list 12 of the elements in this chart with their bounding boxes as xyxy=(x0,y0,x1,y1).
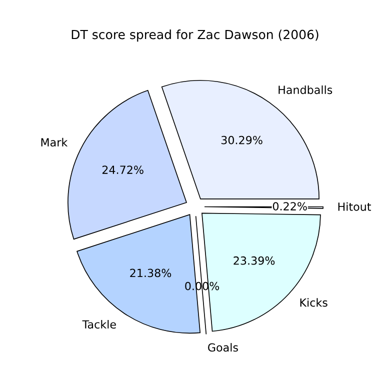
data-label: 21.38% xyxy=(130,268,172,278)
slice-label: Kicks xyxy=(300,298,328,307)
slice-label: Hitout xyxy=(338,202,371,211)
slice-label: Tackle xyxy=(82,320,116,329)
data-label: 0.22% xyxy=(272,202,307,210)
data-label: 30.29% xyxy=(221,136,262,144)
data-label: 23.39% xyxy=(234,256,275,265)
category-label: Goals xyxy=(208,343,238,352)
chart-title: DT score spread for Zac Dawson (2006) xyxy=(72,30,318,42)
data-label: 24.72% xyxy=(102,166,144,174)
slice-label: Mark xyxy=(41,138,68,147)
slice-label: Handballs xyxy=(278,85,332,94)
